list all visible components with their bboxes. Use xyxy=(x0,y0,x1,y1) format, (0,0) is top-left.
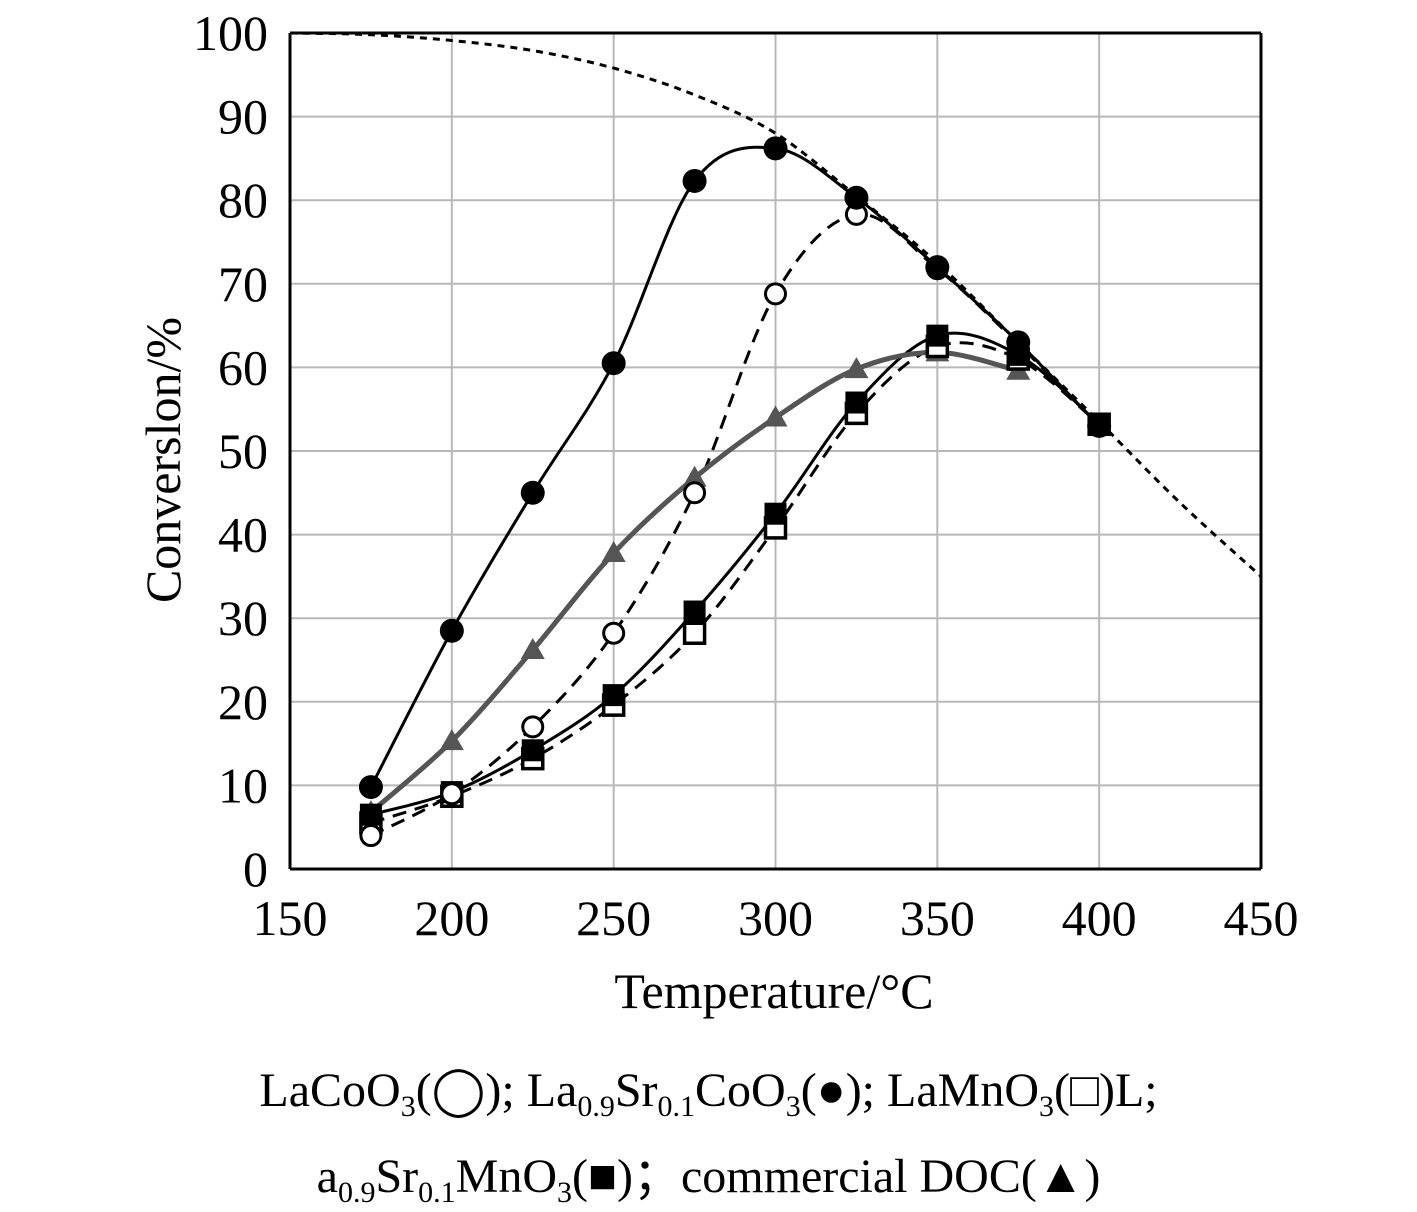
x-tick-label: 450 xyxy=(1224,890,1299,946)
series-line-open-circle xyxy=(370,212,1101,837)
caption-subscript: 0.9 xyxy=(337,1176,376,1209)
marker-filled-circle xyxy=(1006,330,1031,355)
marker-open-circle xyxy=(359,824,383,848)
caption-line-1: LaCoO3(◯); La0.9Sr0.1CoO3(●); LaMnO3(□)L… xyxy=(0,1067,1417,1122)
caption-text: (◯); La xyxy=(415,1064,578,1117)
marker-filled-square xyxy=(359,803,382,826)
marker-filled-triangle xyxy=(520,637,545,659)
caption-subscript: 0.1 xyxy=(418,1176,456,1209)
y-tick-label: 0 xyxy=(243,841,268,897)
caption-line-2: a0.9Sr0.1MnO3(■)；commercial DOC(▲) xyxy=(0,1153,1417,1208)
y-tick-label: 100 xyxy=(193,5,268,61)
caption-subscript: 3 xyxy=(400,1090,416,1123)
y-axis-title: Converslon/% xyxy=(135,317,191,603)
y-tick-label: 90 xyxy=(218,89,268,145)
marker-filled-triangle xyxy=(682,465,707,487)
series-line-filled-square xyxy=(370,331,1101,817)
caption-subscript: 0.9 xyxy=(577,1090,615,1123)
x-tick-label: 300 xyxy=(738,890,813,946)
caption-text: CoO xyxy=(695,1064,786,1117)
conversion-chart: 150 200 250 300 350 400 450 0 10 20 30 40 50 60 70 80 90… xyxy=(135,5,1299,1019)
caption-text: LaCoO xyxy=(259,1064,401,1117)
marker-open-circle xyxy=(602,621,626,645)
caption-text: MnO xyxy=(455,1150,557,1203)
x-tick-label: 400 xyxy=(1062,890,1137,946)
marker-filled-square xyxy=(926,324,949,347)
marker-filled-square xyxy=(602,684,625,707)
tick-labels: 150 200 250 300 350 400 450 0 10 20 30 40 50 60 70 80 90… xyxy=(193,5,1299,946)
y-tick-label: 40 xyxy=(218,507,268,563)
x-tick-label: 250 xyxy=(576,890,651,946)
caption-text: Sr xyxy=(375,1150,419,1203)
marker-open-circle xyxy=(764,282,787,306)
x-tick-label: 350 xyxy=(900,890,975,946)
marker-filled-triangle xyxy=(763,405,788,427)
marker-filled-circle xyxy=(925,255,950,280)
marker-filled-square xyxy=(683,600,706,623)
caption-text: (●); LaMnO xyxy=(800,1064,1039,1117)
caption-subscript: 3 xyxy=(785,1090,801,1123)
x-axis-title: Temperature/°C xyxy=(614,963,933,1019)
marker-filled-square xyxy=(845,391,868,414)
marker-filled-triangle xyxy=(601,540,626,562)
marker-filled-triangle xyxy=(439,729,464,751)
marker-filled-square xyxy=(764,502,787,525)
y-tick-label: 60 xyxy=(218,339,268,395)
caption-subscript: 0.1 xyxy=(657,1090,696,1123)
marker-filled-circle xyxy=(1087,413,1112,438)
marker-open-circle xyxy=(440,782,464,806)
marker-open-circle xyxy=(683,481,707,505)
marker-filled-square xyxy=(521,739,544,762)
marker-filled-circle xyxy=(763,136,788,161)
caption-text: (■)；commercial DOC(▲) xyxy=(572,1150,1101,1203)
marker-open-square xyxy=(682,621,707,645)
marker-filled-circle xyxy=(682,168,707,193)
caption-subscript: 3 xyxy=(557,1176,572,1209)
y-tick-label: 50 xyxy=(218,423,268,479)
marker-filled-triangle xyxy=(844,357,869,379)
y-tick-label: 20 xyxy=(218,674,268,730)
marker-filled-circle xyxy=(601,351,626,376)
marker-filled-circle xyxy=(439,618,464,643)
caption-text: a xyxy=(316,1150,338,1203)
marker-filled-circle xyxy=(520,480,545,505)
series-line-open-square xyxy=(370,341,1101,825)
caption-subscript: 3 xyxy=(1038,1090,1054,1123)
x-tick-label: 200 xyxy=(414,890,489,946)
marker-filled-circle xyxy=(844,185,869,210)
series-markers xyxy=(358,136,1112,848)
x-tick-label: 150 xyxy=(253,890,328,946)
series-line-filled-circle xyxy=(369,145,1101,788)
y-tick-label: 30 xyxy=(218,590,268,646)
series-line-filled-triangle xyxy=(369,349,1019,815)
y-tick-label: 80 xyxy=(218,172,268,228)
caption-text: (□)L; xyxy=(1053,1064,1158,1117)
marker-filled-circle xyxy=(358,775,383,800)
y-tick-label: 70 xyxy=(218,256,268,312)
caption-text: Sr xyxy=(614,1064,658,1117)
y-tick-label: 10 xyxy=(218,757,268,813)
marker-open-circle xyxy=(521,715,545,739)
